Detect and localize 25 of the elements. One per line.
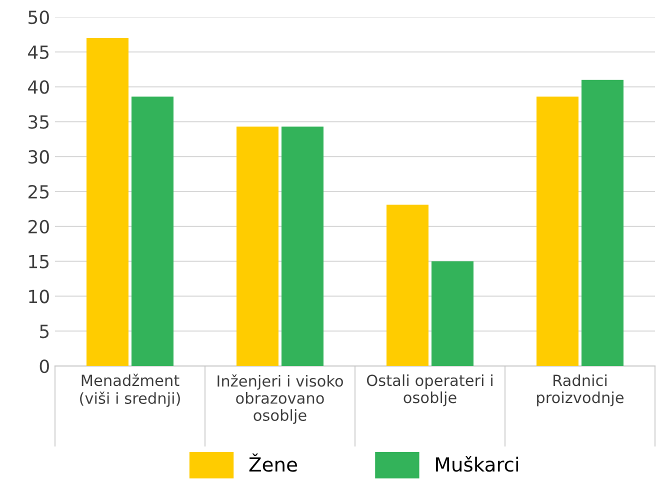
y-tick-label: 15 <box>29 254 49 268</box>
x-tick-label: Menadžment (viši i srednji) <box>80 374 180 407</box>
y-tick-label: 30 <box>28 150 49 164</box>
legend-label: Muškarci <box>436 456 518 472</box>
bar <box>536 96 578 366</box>
y-tick-label: 50 <box>28 10 49 24</box>
y-tick-label: 40 <box>28 80 49 94</box>
y-tick-label: 35 <box>28 115 49 129</box>
bar <box>432 261 474 366</box>
legend-label: Žene <box>249 454 298 472</box>
y-tick-label: 20 <box>28 220 49 234</box>
bar <box>86 38 128 366</box>
y-tick-label: 0 <box>40 359 49 374</box>
y-tick-label: 45 <box>28 46 49 60</box>
bar <box>282 126 324 366</box>
y-tick-label: 5 <box>40 324 49 338</box>
x-tick-label: Inženjeri i visoko obrazovano osoblje <box>218 374 343 424</box>
bar <box>236 126 278 366</box>
y-tick-label: 10 <box>29 290 49 304</box>
y-tick-label: 25 <box>28 184 49 199</box>
bar <box>386 204 428 366</box>
bar <box>132 96 174 366</box>
bar <box>582 80 624 366</box>
x-tick-label: Radnici proizvodnje <box>537 374 624 406</box>
x-tick-label: Ostali operateri i osoblje <box>366 374 492 406</box>
